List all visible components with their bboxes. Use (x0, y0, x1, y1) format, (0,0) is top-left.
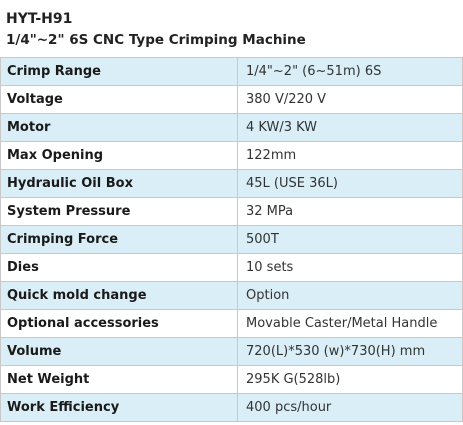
model-number: HYT-H91 (6, 11, 73, 27)
table-row: Motor 4 KW/3 KW (0, 113, 463, 142)
spec-value: 1/4"~2" (6~51m) 6S (237, 57, 463, 86)
table-row: Work Efficiency 400 pcs/hour (0, 393, 463, 422)
spec-label: Max Opening (0, 141, 238, 170)
spec-value: 500T (237, 225, 463, 254)
spec-value: 45L (USE 36L) (237, 169, 463, 198)
spec-label: Crimping Force (0, 225, 238, 254)
table-row: Quick mold change Option (0, 281, 463, 310)
spec-label: Volume (0, 337, 238, 366)
spec-value: 10 sets (237, 253, 463, 282)
table-row: Net Weight 295K G(528lb) (0, 365, 463, 394)
spec-label: Hydraulic Oil Box (0, 169, 238, 198)
spec-label: Optional accessories (0, 309, 238, 338)
spec-value: 380 V/220 V (237, 85, 463, 114)
table-row: Voltage 380 V/220 V (0, 85, 463, 114)
spec-value: 400 pcs/hour (237, 393, 463, 422)
table-row: Crimp Range 1/4"~2" (6~51m) 6S (0, 57, 463, 86)
table-row: System Pressure 32 MPa (0, 197, 463, 226)
table-row: Max Opening 122mm (0, 141, 463, 170)
spec-value: Movable Caster/Metal Handle (237, 309, 463, 338)
spec-label: Voltage (0, 85, 238, 114)
table-row: Crimping Force 500T (0, 225, 463, 254)
spec-label: Net Weight (0, 365, 238, 394)
table-row: Hydraulic Oil Box 45L (USE 36L) (0, 169, 463, 198)
spec-label: Motor (0, 113, 238, 142)
spec-label: Work Efficiency (0, 393, 238, 422)
spec-table-body: Crimp Range 1/4"~2" (6~51m) 6S Voltage 3… (0, 57, 463, 422)
table-row: Volume 720(L)*530 (w)*730(H) mm (0, 337, 463, 366)
spec-label: Dies (0, 253, 238, 282)
spec-value: Option (237, 281, 463, 310)
spec-label: System Pressure (0, 197, 238, 226)
spec-value: 295K G(528lb) (237, 365, 463, 394)
table-row: Dies 10 sets (0, 253, 463, 282)
table-row: Optional accessories Movable Caster/Meta… (0, 309, 463, 338)
spec-label: Quick mold change (0, 281, 238, 310)
spec-table: Crimp Range 1/4"~2" (6~51m) 6S Voltage 3… (0, 57, 463, 422)
spec-header: HYT-H91 1/4"~2" 6S CNC Type Crimping Mac… (6, 9, 306, 51)
spec-value: 4 KW/3 KW (237, 113, 463, 142)
spec-value: 122mm (237, 141, 463, 170)
spec-label: Crimp Range (0, 57, 238, 86)
spec-value: 720(L)*530 (w)*730(H) mm (237, 337, 463, 366)
product-title: 1/4"~2" 6S CNC Type Crimping Machine (6, 32, 306, 48)
spec-value: 32 MPa (237, 197, 463, 226)
